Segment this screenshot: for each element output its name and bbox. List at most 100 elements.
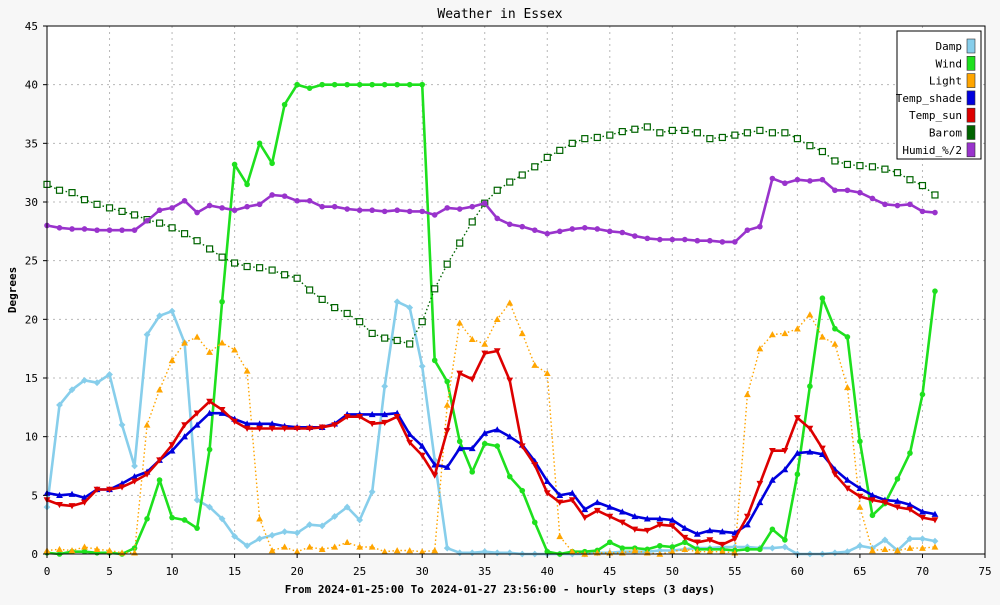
data-point-temp-sun <box>168 442 176 449</box>
data-point-barom <box>418 318 426 326</box>
data-point-humid-2 <box>694 237 701 244</box>
data-point-humid-2 <box>769 175 776 182</box>
data-point-temp-sun <box>856 493 864 500</box>
data-point-humid-2 <box>682 236 688 243</box>
x-axis-title: From 2024-01-25:00 To 2024-01-27 23:56:0… <box>285 583 715 596</box>
legend-swatch-damp <box>966 38 976 54</box>
data-point-temp-sun <box>193 410 201 417</box>
data-point-barom <box>80 196 89 204</box>
data-point-light <box>306 543 314 550</box>
data-point-temp-sun <box>869 497 876 504</box>
series-temp-sun <box>43 348 939 549</box>
data-point-barom <box>906 176 914 184</box>
data-point-light <box>819 333 826 340</box>
x-tick-label: 20 <box>291 565 304 578</box>
data-point-light <box>668 548 676 555</box>
data-point-wind <box>431 357 438 364</box>
data-point-temp-sun <box>68 503 76 510</box>
data-point-humid-2 <box>281 193 288 199</box>
data-point-light <box>143 421 151 428</box>
data-point-light <box>343 538 351 545</box>
data-point-damp <box>56 401 63 409</box>
data-point-wind <box>319 81 325 88</box>
data-point-temp-shade <box>668 516 676 523</box>
data-point-barom <box>443 260 451 268</box>
data-point-wind <box>544 548 551 555</box>
data-point-barom <box>306 286 314 294</box>
data-point-temp-shade <box>606 503 614 510</box>
data-point-light <box>456 319 464 326</box>
data-point-barom <box>331 304 339 312</box>
data-point-temp-sun <box>631 526 639 533</box>
data-point-temp-sun <box>106 486 113 493</box>
data-point-temp-sun <box>493 348 501 355</box>
data-point-humid-2 <box>719 239 726 245</box>
data-point-barom <box>681 126 689 135</box>
y-tick-label: 20 <box>25 313 38 326</box>
data-point-humid-2 <box>144 217 150 224</box>
data-point-wind <box>456 438 463 445</box>
data-point-humid-2 <box>744 227 751 233</box>
legend-label-damp: Damp <box>936 40 963 53</box>
data-point-barom <box>831 157 839 165</box>
legend-label-temp-sun: Temp_sun <box>909 109 962 122</box>
data-point-light <box>806 311 814 318</box>
data-point-temp-sun <box>831 471 839 478</box>
data-point-barom <box>193 237 201 245</box>
data-point-temp-shade <box>894 497 901 504</box>
data-point-light <box>518 330 526 337</box>
data-point-light <box>768 331 776 338</box>
data-point-humid-2 <box>794 176 801 183</box>
data-point-damp <box>256 535 264 543</box>
data-point-humid-2 <box>131 227 138 233</box>
data-point-humid-2 <box>244 203 250 210</box>
data-point-barom <box>393 336 401 345</box>
data-point-temp-sun <box>743 513 751 520</box>
data-point-light <box>543 369 551 377</box>
data-point-barom <box>155 219 164 227</box>
data-point-wind <box>306 85 313 91</box>
data-point-temp-sun <box>693 539 701 546</box>
data-point-humid-2 <box>406 208 413 215</box>
x-tick-label: 30 <box>416 565 429 578</box>
data-point-humid-2 <box>56 225 63 231</box>
data-point-temp-sun <box>581 514 589 522</box>
data-point-wind <box>194 525 200 531</box>
chart-title: Weather in Essex <box>437 7 562 22</box>
data-point-light <box>906 544 914 551</box>
data-point-temp-sun <box>531 462 539 469</box>
data-point-damp <box>143 331 151 338</box>
data-point-humid-2 <box>707 237 713 244</box>
data-point-humid-2 <box>657 236 663 243</box>
data-point-temp-shade <box>844 476 851 483</box>
data-point-humid-2 <box>807 178 813 184</box>
data-point-light <box>81 543 88 550</box>
data-point-temp-sun <box>343 414 351 421</box>
data-point-wind <box>144 516 150 522</box>
data-point-barom <box>431 285 439 293</box>
data-point-light <box>431 547 439 554</box>
data-point-temp-sun <box>844 485 851 492</box>
x-tick-label: 50 <box>666 565 679 578</box>
x-tick-label: 55 <box>728 565 741 578</box>
y-tick-label: 25 <box>25 255 38 268</box>
data-point-damp <box>118 421 126 429</box>
data-point-humid-2 <box>394 207 400 214</box>
data-point-light <box>568 548 576 555</box>
x-tick-label: 0 <box>44 565 51 578</box>
data-point-wind <box>169 514 175 521</box>
data-point-barom <box>55 186 64 194</box>
data-point-light <box>718 548 726 555</box>
data-point-humid-2 <box>381 208 388 215</box>
data-point-wind <box>406 81 413 88</box>
data-point-wind <box>81 548 88 555</box>
x-tick-label: 35 <box>478 565 491 578</box>
data-point-light <box>844 383 851 391</box>
data-point-wind <box>757 546 763 553</box>
data-point-temp-shade <box>256 420 264 427</box>
data-point-humid-2 <box>669 236 676 243</box>
legend-label-light: Light <box>929 75 962 88</box>
data-point-humid-2 <box>932 209 938 216</box>
data-point-temp-sun <box>268 425 276 432</box>
